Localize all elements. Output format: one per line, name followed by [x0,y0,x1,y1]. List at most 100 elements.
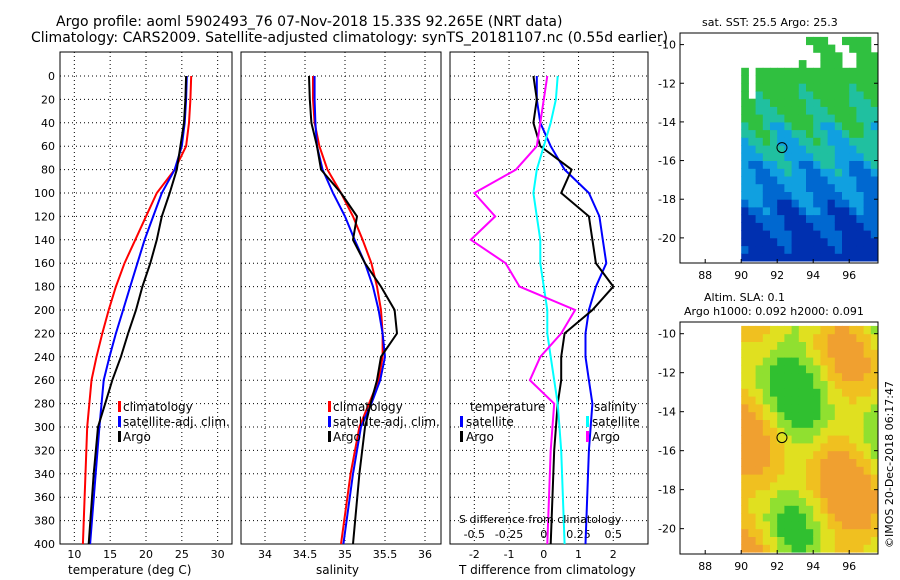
map-cell [871,52,879,60]
map-cell [741,427,749,435]
map-cell [842,490,850,498]
map-cell [756,498,764,506]
map-cell [741,122,749,130]
map-cell [799,68,807,76]
map-y-tick-label: -18 [658,193,676,206]
map-cell [835,326,843,334]
map-y-tick-label: -12 [658,367,676,380]
map-cell [741,215,749,223]
temperature-axis-label: temperature (deg C) [68,563,191,577]
map-cell [777,168,785,176]
map-cell [784,490,792,498]
map-cell [777,544,785,552]
map-cell [835,130,843,138]
map-cell [864,246,872,254]
map-cell [741,373,749,381]
map-cell [806,114,814,122]
map-cell [856,412,864,420]
map-cell [748,192,756,200]
map-cell [806,482,814,490]
map-cell [741,404,749,412]
map-cell [835,168,843,176]
map-cell [741,505,749,513]
map-y-tick-label: -18 [658,484,676,497]
map-cell [799,513,807,521]
map-cell [864,106,872,114]
map-cell [777,238,785,246]
map-cell [856,404,864,412]
map-cell [835,381,843,389]
map-cell [864,68,872,76]
map-cell [871,207,879,215]
map-cell [820,521,828,529]
map-cell [799,246,807,254]
map-cell [835,153,843,161]
depth-tick-label: 160 [34,257,55,270]
map-cell [763,498,771,506]
map-cell [835,106,843,114]
map-cell [770,91,778,99]
difference-panel: -2 -1 0 1 2-0.5 -0.25 0 0.25 0.5 [450,52,648,561]
map-cell [828,435,836,443]
depth-tick-label: 320 [34,444,55,457]
map-cell [806,490,814,498]
map-cell [770,388,778,396]
map-cell [856,60,864,68]
depth-tick-label: 80 [41,164,55,177]
map-cell [770,521,778,529]
map-cell [756,349,764,357]
map-cell [784,342,792,350]
map-cell [871,76,879,84]
map-cell [748,365,756,373]
map-y-tick-label: -20 [658,523,676,536]
map-cell [777,114,785,122]
map-cell [806,246,814,254]
map-cell [835,373,843,381]
map-cell [849,420,857,428]
map-cell [828,215,836,223]
map-cell [784,474,792,482]
map-cell [842,99,850,107]
map-cell [820,420,828,428]
depth-tick-label: 20 [41,93,55,106]
map-cell [849,192,857,200]
map-cell [777,529,785,537]
map-cell [835,365,843,373]
map-cell [864,37,872,45]
map-cell [835,544,843,552]
map-cell [763,513,771,521]
map-cell [799,192,807,200]
map-cell [770,83,778,91]
map-cell [864,427,872,435]
map-cell [849,122,857,130]
map-cell [871,342,879,350]
map-cell [871,222,879,230]
depth-tick-label: 200 [34,304,55,317]
map-cell [792,161,800,169]
map-cell [748,184,756,192]
map-cell [806,435,814,443]
map-cell [828,505,836,513]
map-cell [777,68,785,76]
map-cell [864,544,872,552]
x-tick-label: 34.5 [293,548,318,561]
map-cell [813,420,821,428]
map-cell [813,334,821,342]
depth-tick-label: 0 [48,70,55,83]
map-cell [871,246,879,254]
map-cell [820,230,828,238]
map-cell [828,130,836,138]
map-cell [835,91,843,99]
map-cell [777,404,785,412]
map-cell [820,145,828,153]
map-cell [777,99,785,107]
map-cell [842,381,850,389]
map-cell [864,357,872,365]
map-cell [763,130,771,138]
map-cell [784,106,792,114]
map-cell [792,145,800,153]
legend-argo: Argo [333,430,361,444]
map-cell [770,381,778,389]
map-cell [835,537,843,545]
map-cell [748,474,756,482]
